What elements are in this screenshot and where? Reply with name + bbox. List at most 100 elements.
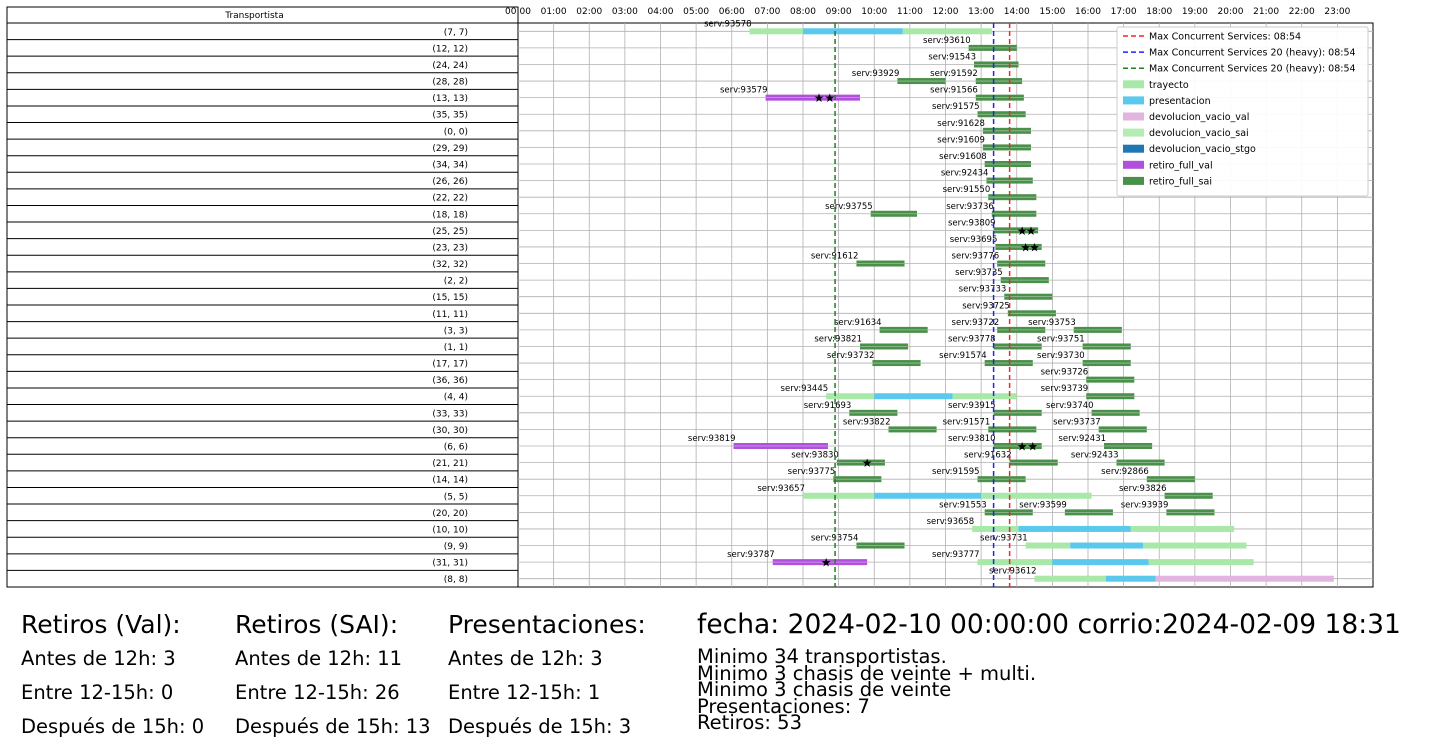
bar-retiro-full-val xyxy=(765,94,860,101)
service-label: serv:93939 xyxy=(1121,500,1169,510)
row-label: (32, 32) xyxy=(432,260,468,270)
bar-retiro-full-sai xyxy=(997,326,1046,333)
bar-presentacion xyxy=(1105,575,1156,582)
bar-retiro-full-sai xyxy=(849,409,898,416)
x-tick-label: 07:00 xyxy=(754,7,780,17)
legend-box xyxy=(1116,26,1369,197)
legend-patch-swatch xyxy=(1123,80,1144,89)
bar-retiro-full-sai xyxy=(833,476,882,483)
star-marker: ★ xyxy=(1029,240,1040,254)
bar-presentacion xyxy=(1052,559,1149,566)
x-tick-label: 10:00 xyxy=(861,7,887,17)
bar-retiro-full-val xyxy=(733,443,828,449)
stats-retiros-val: Retiros (Val): Antes de 12h: 3 Entre 12-… xyxy=(21,608,204,744)
x-tick-label: 00:00 xyxy=(505,7,531,17)
bar-presentacion xyxy=(874,492,982,499)
star-marker: ★ xyxy=(821,556,832,570)
x-tick-label: 13:00 xyxy=(968,7,994,17)
row-label: (29, 29) xyxy=(432,144,468,154)
row-label: (7, 7) xyxy=(444,28,468,38)
bar-retiro-full-sai xyxy=(897,78,946,85)
bar-retiro-full-sai xyxy=(856,542,905,549)
row-label: (18, 18) xyxy=(432,210,468,220)
bar-retiro-full-sai xyxy=(977,111,1026,118)
bar-trayecto xyxy=(972,525,1019,532)
x-tick-label: 23:00 xyxy=(1324,7,1350,17)
bar-retiro-full-sai xyxy=(984,509,1033,516)
stats-line: Antes de 12h: 11 xyxy=(235,647,403,670)
service-label: serv:91550 xyxy=(943,185,991,195)
service-label: serv:91553 xyxy=(939,500,987,510)
row-label: (10, 10) xyxy=(432,525,468,535)
x-tick-label: 04:00 xyxy=(648,7,674,17)
bar-retiro-full-sai xyxy=(1000,277,1049,284)
service-label: serv:93777 xyxy=(932,550,980,560)
service-label: serv:93787 xyxy=(727,550,775,560)
x-tick-label: 16:00 xyxy=(1075,7,1101,17)
service-label: serv:93826 xyxy=(1119,484,1167,494)
stats-line: Entre 12-15h: 1 xyxy=(448,681,601,704)
star-marker: ★ xyxy=(814,91,825,105)
row-label: (13, 13) xyxy=(432,94,468,104)
service-label: serv:91609 xyxy=(937,135,985,145)
bar-retiro-full-sai xyxy=(856,260,905,267)
service-label: serv:93810 xyxy=(948,434,996,444)
bar-retiro-full-sai xyxy=(860,343,909,350)
row-label: (31, 31) xyxy=(432,559,468,569)
stats-line: Entre 12-15h: 0 xyxy=(21,681,174,704)
service-label: serv:93830 xyxy=(791,451,839,461)
run-summary: fecha: 2024-02-10 00:00:00 corrio:2024-0… xyxy=(697,608,1401,732)
stats-line: Antes de 12h: 3 xyxy=(448,647,603,670)
bar-presentacion xyxy=(1070,542,1144,549)
row-label: (3, 3) xyxy=(444,326,468,336)
bar-trayecto xyxy=(1130,525,1235,532)
stats-title: Presentaciones: xyxy=(448,610,646,639)
bar-retiro-full-sai xyxy=(1082,360,1131,367)
carrier-table xyxy=(6,6,519,588)
star-marker: ★ xyxy=(1017,224,1028,238)
bar-retiro-full-sai xyxy=(1098,426,1147,433)
legend-entry: presentacion xyxy=(1149,96,1211,107)
row-label: (14, 14) xyxy=(432,476,468,486)
bar-retiro-full-sai xyxy=(991,210,1037,217)
service-label: serv:93775 xyxy=(788,467,836,477)
stats-retiros-sai: Retiros (SAI): Antes de 12h: 11 Entre 12… xyxy=(235,608,431,744)
legend-patch-swatch xyxy=(1123,112,1144,121)
row-label: (22, 22) xyxy=(432,194,468,204)
bar-retiro-full-sai xyxy=(870,210,917,217)
bar-retiro-full-sai xyxy=(982,127,1031,134)
bar-retiro-full-sai xyxy=(1164,492,1213,499)
run-date-title: fecha: 2024-02-10 00:00:00 corrio:2024-0… xyxy=(697,609,1401,640)
legend-patch-swatch xyxy=(1123,96,1144,105)
service-label: serv:93610 xyxy=(923,36,971,46)
service-label: serv:91592 xyxy=(930,69,978,79)
x-tick-label: 09:00 xyxy=(826,7,852,17)
gantt-chart: Transportista (7, 7) (12, 12) (24, 24) (28, … xyxy=(6,6,1374,588)
legend-entry: Max Concurrent Services 20 (heavy): 08:5… xyxy=(1149,64,1356,75)
stats-line: Antes de 12h: 3 xyxy=(21,647,176,670)
service-label: serv:93915 xyxy=(948,401,996,411)
row-label: (36, 36) xyxy=(432,376,468,386)
bar-retiro-full-sai xyxy=(879,326,928,333)
bar-retiro-full-sai xyxy=(975,94,1024,101)
summary-line: Minimo 34 transportistas. xyxy=(697,645,947,668)
bar-retiro-full-sai xyxy=(984,360,1033,367)
service-label: serv:93725 xyxy=(962,301,1010,311)
row-label: (0, 0) xyxy=(444,127,468,137)
service-label: serv:93735 xyxy=(955,268,1003,278)
service-label: serv:93578 xyxy=(704,19,752,29)
bar-retiro-full-sai xyxy=(986,177,1033,184)
x-tick-label: 22:00 xyxy=(1289,7,1315,17)
bar-trayecto xyxy=(826,393,875,400)
service-label: serv:91693 xyxy=(804,401,852,411)
legend-patch-swatch xyxy=(1123,144,1144,153)
bar-retiro-full-sai xyxy=(1009,459,1058,466)
row-label: (11, 11) xyxy=(432,310,468,320)
service-label: serv:93737 xyxy=(1053,417,1101,427)
service-label: serv:91634 xyxy=(834,318,882,328)
stats-line: Después de 15h: 3 xyxy=(448,715,632,738)
summary-line: Presentaciones: 7 xyxy=(697,694,870,718)
bar-retiro-full-sai xyxy=(968,44,1017,51)
service-label: serv:92866 xyxy=(1101,467,1149,477)
service-label: serv:93445 xyxy=(781,384,829,394)
